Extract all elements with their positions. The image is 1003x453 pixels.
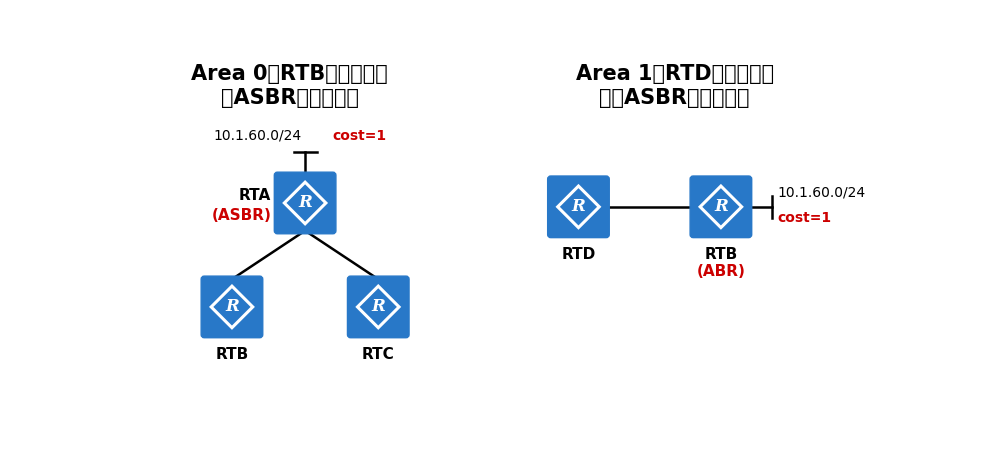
Text: R: R <box>571 198 585 215</box>
Text: cost=1: cost=1 <box>776 211 830 225</box>
Text: 10.1.60.0/24: 10.1.60.0/24 <box>776 186 865 200</box>
Text: R: R <box>298 194 312 212</box>
Text: (ASBR): (ASBR) <box>212 208 271 223</box>
Text: RTA: RTA <box>239 188 271 203</box>
Text: （ASBR所在区域）: （ASBR所在区域） <box>221 88 358 108</box>
Text: RTD: RTD <box>561 247 595 262</box>
Text: R: R <box>371 299 385 315</box>
FancyBboxPatch shape <box>201 276 263 338</box>
Text: cost=1: cost=1 <box>332 129 386 143</box>
FancyBboxPatch shape <box>547 176 609 238</box>
Text: R: R <box>713 198 727 215</box>
FancyBboxPatch shape <box>689 176 751 238</box>
Text: (ABR): (ABR) <box>696 264 744 279</box>
Text: RTC: RTC <box>361 347 394 362</box>
FancyBboxPatch shape <box>274 172 336 234</box>
Text: RTB: RTB <box>703 247 737 262</box>
Text: Area 0中RTB的计算结果: Area 0中RTB的计算结果 <box>192 63 388 84</box>
FancyBboxPatch shape <box>347 276 408 338</box>
Text: Area 1中RTD的计算结果: Area 1中RTD的计算结果 <box>575 63 773 84</box>
Text: RTB: RTB <box>215 347 249 362</box>
Text: 10.1.60.0/24: 10.1.60.0/24 <box>213 129 301 143</box>
Text: R: R <box>225 299 239 315</box>
Text: （非ASBR所在区域）: （非ASBR所在区域） <box>599 88 749 108</box>
